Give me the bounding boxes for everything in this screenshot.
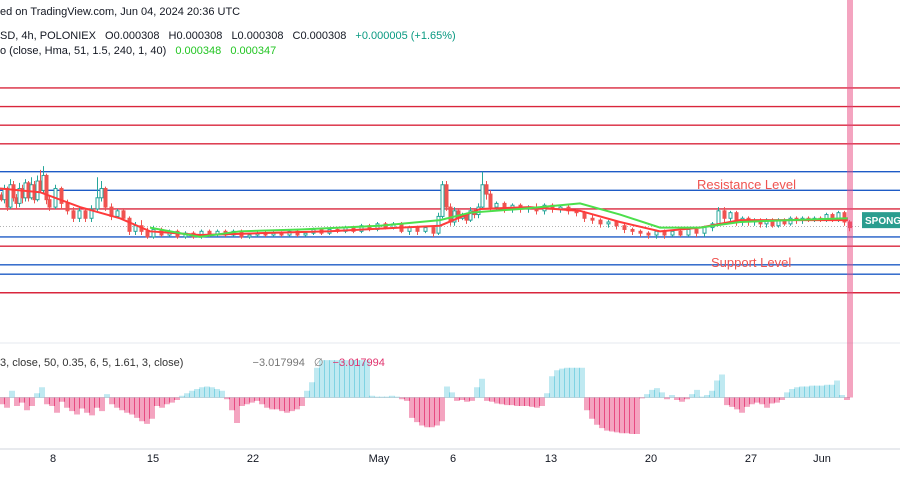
support-label: Support Level bbox=[711, 255, 791, 270]
candle-body bbox=[415, 227, 420, 232]
candle-body bbox=[89, 208, 94, 219]
candle-body bbox=[145, 230, 150, 238]
candle-body bbox=[127, 217, 132, 232]
candle-body bbox=[95, 197, 100, 210]
candle-body bbox=[716, 210, 721, 225]
candle-body bbox=[11, 184, 16, 199]
candle-body bbox=[440, 184, 445, 217]
x-tick-label: 22 bbox=[247, 453, 259, 465]
open-value: O0.000308 bbox=[105, 30, 160, 42]
candle-body bbox=[728, 212, 733, 219]
x-tick-label: 20 bbox=[645, 453, 657, 465]
high-value: H0.000308 bbox=[168, 30, 223, 42]
candle-body bbox=[133, 225, 138, 232]
symbol-text: SD, 4h, POLONIEX bbox=[0, 30, 96, 42]
candle-body bbox=[431, 227, 436, 234]
candle-body bbox=[65, 202, 70, 212]
x-tick-label: May bbox=[369, 453, 390, 465]
candle-body bbox=[247, 234, 252, 238]
candle-body bbox=[103, 187, 108, 208]
candle-body bbox=[622, 225, 627, 230]
candle-body bbox=[488, 193, 493, 208]
candle-body bbox=[694, 228, 699, 234]
candle-body bbox=[598, 219, 603, 225]
resistance-label: Resistance Level bbox=[697, 177, 796, 192]
candle-body bbox=[44, 174, 49, 201]
x-tick-label: 6 bbox=[450, 453, 456, 465]
candle-body bbox=[606, 221, 611, 225]
candle-body bbox=[423, 227, 428, 232]
candle-body bbox=[83, 210, 88, 219]
candle-body bbox=[468, 210, 473, 221]
published-text: ed on TradingView.com, Jun 04, 2024 20:3… bbox=[0, 6, 241, 18]
candle-body bbox=[614, 221, 619, 227]
x-tick-label: 8 bbox=[50, 453, 56, 465]
published-line: ed on TradingView.com, Jun 04, 2024 20:3… bbox=[0, 6, 246, 18]
candle-body bbox=[638, 230, 643, 234]
oscillator-value-1: −3.017994 bbox=[252, 357, 305, 369]
oscillator-params: 3, close, 50, 0.35, 6, 5, 1.61, 3, close… bbox=[0, 357, 184, 369]
indicator-value-1: 0.000348 bbox=[175, 45, 222, 57]
candle-body bbox=[115, 210, 120, 217]
low-value: L0.000308 bbox=[231, 30, 284, 42]
candle-body bbox=[121, 210, 126, 219]
candle-body bbox=[444, 184, 449, 208]
price-tag-text: SPONG bbox=[865, 216, 900, 227]
candle-body bbox=[47, 199, 52, 208]
candle-body bbox=[678, 230, 683, 236]
indicator-params: o (close, Hma, 51, 1.5, 240, 1, 40) bbox=[0, 45, 167, 57]
candle-body bbox=[630, 228, 635, 232]
candle-body bbox=[582, 212, 587, 219]
candle-body bbox=[71, 210, 76, 219]
change-value: +0.000005 (+1.65%) bbox=[355, 30, 456, 42]
x-tick-label: Jun bbox=[813, 453, 831, 465]
x-tick-label: 13 bbox=[545, 453, 557, 465]
candle-body bbox=[590, 217, 595, 221]
candle-body bbox=[484, 184, 489, 195]
candle-body bbox=[722, 210, 727, 219]
indicator-line: o (close, Hma, 51, 1.5, 240, 1, 40) 0.00… bbox=[0, 45, 282, 57]
candle-body bbox=[646, 232, 651, 236]
candle-body bbox=[830, 214, 835, 219]
x-tick-label: 27 bbox=[745, 453, 757, 465]
candle-body bbox=[836, 212, 841, 219]
candle-body bbox=[303, 232, 308, 236]
oscillator-value-2: −3.017994 bbox=[332, 357, 385, 369]
oscillator-line: 3, close, 50, 0.35, 6, 5, 1.61, 3, close… bbox=[0, 356, 391, 369]
candle-body bbox=[151, 228, 156, 238]
indicator-value-2: 0.000347 bbox=[230, 45, 277, 57]
candle-body bbox=[480, 184, 485, 208]
candle-body bbox=[77, 210, 82, 219]
candle-body bbox=[654, 230, 659, 236]
x-tick-label: 15 bbox=[147, 453, 159, 465]
oscillator-symbol: ∅ bbox=[313, 357, 324, 369]
candle-body bbox=[99, 187, 104, 199]
close-value: C0.000308 bbox=[292, 30, 347, 42]
ohlc-line: SD, 4h, POLONIEX O0.000308 H0.000308 L0.… bbox=[0, 30, 462, 42]
candle-body bbox=[448, 206, 453, 223]
candle-body bbox=[494, 202, 499, 208]
candle-body bbox=[59, 187, 64, 204]
candle-body bbox=[670, 230, 675, 236]
price-tag-box bbox=[862, 212, 900, 229]
candle-body bbox=[686, 228, 691, 236]
hma-green-line bbox=[149, 202, 849, 238]
candle-body bbox=[702, 227, 707, 234]
